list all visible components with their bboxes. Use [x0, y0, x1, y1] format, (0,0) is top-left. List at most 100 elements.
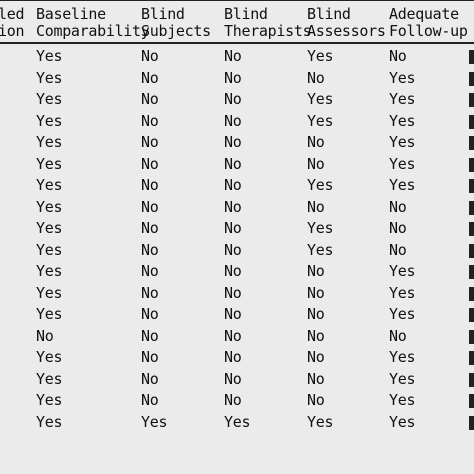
- column-header-blind-therapists: Blind Therapists: [224, 5, 312, 40]
- cell-blind-therapists: No: [224, 391, 242, 409]
- cell-baseline-comparability: Yes: [36, 69, 63, 87]
- cell-blind-subjects: No: [141, 198, 159, 216]
- cell-baseline-comparability: Yes: [36, 348, 63, 366]
- cell-baseline-comparability: Yes: [36, 305, 63, 323]
- cell-adequate-follow-up: Yes: [389, 176, 416, 194]
- cell-baseline-comparability: Yes: [36, 112, 63, 130]
- header-line: Follow-up: [389, 22, 468, 40]
- clipped-column-edge: [469, 308, 474, 322]
- cell-baseline-comparability: Yes: [36, 133, 63, 151]
- header-line: Comparability: [36, 22, 150, 40]
- cell-adequate-follow-up: Yes: [389, 391, 416, 409]
- cell-blind-subjects: Yes: [141, 413, 168, 431]
- cell-blind-assessors: No: [307, 155, 325, 173]
- cell-adequate-follow-up: Yes: [389, 305, 416, 323]
- cell-blind-assessors: No: [307, 348, 325, 366]
- cell-blind-assessors: No: [307, 327, 325, 345]
- cell-adequate-follow-up: No: [389, 241, 407, 259]
- cell-adequate-follow-up: Yes: [389, 69, 416, 87]
- cell-baseline-comparability: Yes: [36, 370, 63, 388]
- cell-baseline-comparability: Yes: [36, 391, 63, 409]
- cell-blind-subjects: No: [141, 327, 159, 345]
- cell-blind-therapists: No: [224, 241, 242, 259]
- cell-blind-assessors: No: [307, 262, 325, 280]
- cell-adequate-follow-up: Yes: [389, 155, 416, 173]
- cell-blind-assessors: Yes: [307, 90, 334, 108]
- cell-blind-subjects: No: [141, 284, 159, 302]
- cell-blind-subjects: No: [141, 348, 159, 366]
- header-line: Therapists: [224, 22, 312, 40]
- cell-blind-assessors: No: [307, 305, 325, 323]
- header-line: led: [0, 5, 25, 23]
- cell-adequate-follow-up: No: [389, 327, 407, 345]
- cell-baseline-comparability: Yes: [36, 284, 63, 302]
- cell-blind-subjects: No: [141, 112, 159, 130]
- cell-baseline-comparability: Yes: [36, 47, 63, 65]
- cell-blind-subjects: No: [141, 47, 159, 65]
- cell-blind-therapists: No: [224, 284, 242, 302]
- cell-adequate-follow-up: Yes: [389, 112, 416, 130]
- clipped-column-edge: [469, 201, 474, 215]
- clipped-column-edge: [469, 179, 474, 193]
- cell-adequate-follow-up: Yes: [389, 90, 416, 108]
- cell-blind-therapists: No: [224, 327, 242, 345]
- cell-baseline-comparability: No: [36, 327, 54, 345]
- header-line: Blind: [224, 5, 268, 23]
- cell-blind-therapists: No: [224, 370, 242, 388]
- cell-blind-subjects: No: [141, 90, 159, 108]
- cell-blind-assessors: Yes: [307, 219, 334, 237]
- cell-blind-therapists: No: [224, 348, 242, 366]
- clipped-column-edge: [469, 244, 474, 258]
- cell-blind-therapists: No: [224, 155, 242, 173]
- cell-blind-therapists: No: [224, 69, 242, 87]
- table-top-rule: [0, 0, 474, 1]
- column-header-blind-assessors: Blind Assessors: [307, 6, 386, 40]
- cell-baseline-comparability: Yes: [36, 219, 63, 237]
- cell-blind-assessors: No: [307, 284, 325, 302]
- cell-blind-assessors: No: [307, 391, 325, 409]
- clipped-column-edge: [469, 50, 474, 64]
- clipped-column-edge: [469, 93, 474, 107]
- cell-blind-therapists: No: [224, 47, 242, 65]
- cell-adequate-follow-up: No: [389, 198, 407, 216]
- cell-blind-subjects: No: [141, 155, 159, 173]
- header-line: Assessors: [307, 22, 386, 40]
- cell-adequate-follow-up: No: [389, 219, 407, 237]
- cell-blind-therapists: No: [224, 305, 242, 323]
- cell-blind-subjects: No: [141, 370, 159, 388]
- cell-baseline-comparability: Yes: [36, 262, 63, 280]
- clipped-column-edge: [469, 287, 474, 301]
- cell-baseline-comparability: Yes: [36, 241, 63, 259]
- cell-blind-subjects: No: [141, 305, 159, 323]
- cell-blind-therapists: Yes: [224, 413, 251, 431]
- clipped-column-edge: [469, 265, 474, 279]
- cell-adequate-follow-up: Yes: [389, 348, 416, 366]
- header-line: Blind: [307, 5, 351, 23]
- cell-blind-assessors: No: [307, 370, 325, 388]
- cell-baseline-comparability: Yes: [36, 90, 63, 108]
- cell-baseline-comparability: Yes: [36, 155, 63, 173]
- cell-blind-assessors: Yes: [307, 176, 334, 194]
- clipped-column-edge: [469, 72, 474, 86]
- cell-blind-subjects: No: [141, 219, 159, 237]
- clipped-column-edge: [469, 222, 474, 236]
- clipped-column-edge: [469, 351, 474, 365]
- cell-blind-therapists: No: [224, 176, 242, 194]
- cell-blind-assessors: No: [307, 69, 325, 87]
- cell-adequate-follow-up: No: [389, 47, 407, 65]
- cell-blind-assessors: Yes: [307, 413, 334, 431]
- clipped-column-edge: [469, 416, 474, 430]
- header-line: Adequate: [389, 5, 459, 23]
- cell-adequate-follow-up: Yes: [389, 413, 416, 431]
- cell-blind-therapists: No: [224, 90, 242, 108]
- column-header-adequate-follow-up: Adequate Follow-up: [389, 6, 468, 40]
- cell-adequate-follow-up: Yes: [389, 284, 416, 302]
- header-rule: [0, 42, 474, 44]
- column-header-partial: led ion: [0, 5, 25, 40]
- cell-blind-assessors: Yes: [307, 241, 334, 259]
- cell-blind-subjects: No: [141, 241, 159, 259]
- cell-baseline-comparability: Yes: [36, 413, 63, 431]
- header-line: ion: [0, 22, 25, 40]
- cell-blind-subjects: No: [141, 69, 159, 87]
- header-line: Baseline: [36, 5, 106, 23]
